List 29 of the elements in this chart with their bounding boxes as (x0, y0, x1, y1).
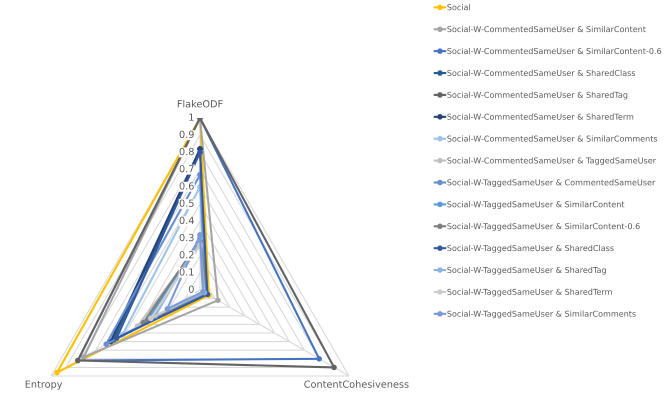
y-tick-label: 0.4 (180, 216, 194, 224)
legend-label: Social-W-CommentedSameUser & SharedTag (447, 92, 628, 100)
legend-label: Social-W-TaggedSameUser & SharedTag (447, 266, 606, 275)
legend-label: Social-W-TaggedSameUser & SimilarContent-0.6 (447, 222, 640, 231)
legend-label: Social-W-CommentedSameUser & SharedClass (447, 70, 636, 76)
y-tick-label: 0.5 (180, 199, 194, 207)
legend-label: Social-W-CommentedSameUser & TaggedSameUser (447, 157, 656, 166)
legend-label: Social-W-CommentedSameUser & SimilarComments (447, 135, 658, 142)
legend-label: Social-W-CommentedSameUser & SimilarContent (447, 26, 646, 32)
legend-label: Social (447, 4, 470, 10)
y-tick-label: 1 (189, 114, 194, 121)
legend-label: Social-W-TaggedSameUser & SharedClass (447, 244, 614, 253)
spoke-label: Entropy (26, 380, 62, 390)
y-tick-label: 0.9 (180, 130, 194, 138)
y-tick-label: 0.7 (180, 165, 194, 172)
y-tick-label: 0.8 (180, 148, 194, 156)
y-tick-label: 0.2 (180, 251, 194, 258)
y-tick-label: 0 (188, 285, 194, 293)
y-tick-label: 0.1 (180, 268, 194, 276)
legend-label: Social-W-TaggedSameUser & SimilarComments (447, 310, 636, 318)
legend-label: Social-W-TaggedSameUser & CommentedSameUser (447, 179, 656, 187)
legend-label: Social-W-TaggedSameUser & SimilarContent (447, 201, 624, 209)
legend-label: Social-W-CommentedSameUser & SharedTerm (447, 114, 634, 120)
legend-label: Social-W-CommentedSameUser & SimilarContent-0.6 (447, 48, 662, 54)
spoke-label: ContentCohesiveness (304, 380, 409, 388)
y-tick-label: 0.3 (180, 234, 194, 242)
legend-label: Social-W-TaggedSameUser & SharedTerm (447, 288, 612, 296)
y-tick-label: 0.6 (180, 182, 194, 190)
spoke-label: FlakeODF (178, 100, 223, 108)
